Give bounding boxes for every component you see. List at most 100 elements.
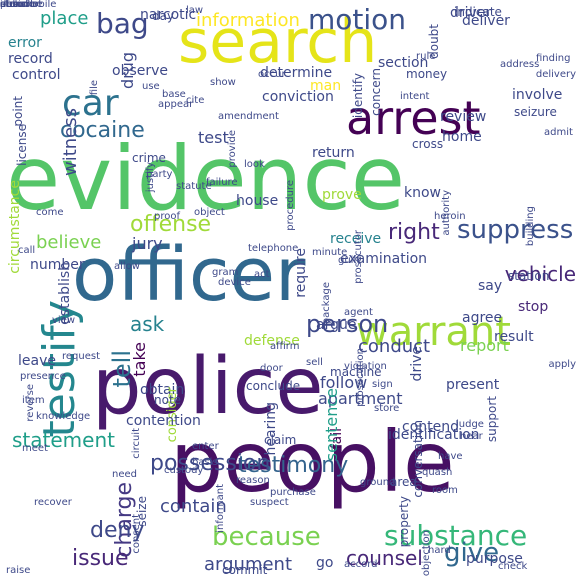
cloud-word: license [15, 124, 29, 166]
cloud-word: possession [150, 451, 271, 476]
cloud-word: note [154, 393, 182, 407]
cloud-word: leave [18, 353, 56, 369]
cloud-word: number [30, 257, 85, 273]
cloud-word: base [162, 89, 186, 100]
cloud-word: party [146, 169, 173, 180]
cloud-word: issue [72, 546, 129, 571]
cloud-word: purchase [270, 487, 316, 498]
cloud-word: stand [0, 0, 28, 10]
cloud-word: follow [320, 373, 368, 392]
cloud-word: search [178, 7, 378, 77]
cloud-word: point [11, 96, 25, 127]
cloud-word: information [196, 10, 300, 31]
cloud-word: act [254, 269, 270, 280]
cloud-word: rule [416, 51, 436, 62]
cloud-word: identify [351, 73, 365, 119]
cloud-word: control [12, 67, 61, 83]
cloud-word: warrant [356, 309, 511, 355]
cloud-word: reason [236, 475, 270, 486]
cloud-word: amendment [218, 111, 279, 122]
cloud-word: proof [154, 211, 180, 222]
cloud-word: commit [222, 563, 268, 576]
cloud-word: right [388, 220, 440, 245]
cloud-word: show [210, 77, 236, 88]
cloud-word: admit [544, 127, 573, 138]
cloud-word: statement [12, 428, 115, 452]
cloud-word: bag [96, 7, 149, 40]
cloud-word: take [130, 342, 149, 377]
cloud-word: procedure [285, 180, 296, 231]
cloud-word: seizure [514, 105, 557, 119]
cloud-word: error [8, 35, 42, 51]
cloud-word: determine [260, 65, 333, 81]
cloud-word: involve [512, 87, 563, 103]
cloud-word: witness [60, 108, 81, 177]
cloud-word: accord [344, 559, 378, 570]
cloud-word: law [186, 5, 204, 16]
cloud-word: indicate [454, 5, 502, 19]
cloud-word: place [40, 8, 89, 29]
cloud-word: room [432, 485, 458, 496]
cloud-word: minute [312, 247, 348, 258]
cloud-word: examination [340, 251, 428, 267]
cloud-word: knowledge [36, 411, 91, 422]
cloud-word: machine [330, 365, 382, 379]
cloud-word: drive [409, 346, 425, 382]
cloud-word: decision [0, 0, 42, 10]
cloud-word: err [0, 0, 15, 10]
cloud-word: police [92, 342, 324, 432]
cloud-word: house [236, 193, 279, 209]
cloud-word: automobile [0, 0, 57, 10]
cloud-word: consent [131, 514, 142, 554]
cloud-word: custody [164, 465, 204, 476]
cloud-word: cross [412, 137, 444, 151]
cloud-word: conviction [262, 89, 334, 105]
cloud-word: contention [126, 413, 201, 429]
cloud-word: car [62, 83, 119, 124]
cloud-word: apartment [318, 389, 403, 408]
cloud-word: look [244, 159, 265, 170]
cloud-word: station [508, 269, 550, 283]
cloud-word: apply [548, 359, 576, 370]
cloud-word: testimony [238, 453, 349, 478]
cloud-word: failure [206, 177, 238, 188]
cloud-word: defense [244, 333, 300, 349]
cloud-word: occur [258, 69, 286, 80]
cloud-word: receive [330, 231, 382, 247]
cloud-word: conversation [411, 420, 425, 498]
cloud-word: prosecution [355, 348, 366, 407]
cloud-word: require [293, 248, 309, 298]
cloud-word: offense [130, 212, 212, 237]
cloud-word: violation [344, 361, 387, 372]
cloud-word: describe [0, 0, 43, 10]
cloud-word: contain [160, 496, 227, 517]
cloud-word: review [440, 109, 487, 125]
cloud-word: sign [372, 379, 393, 390]
cloud-word: crime [132, 151, 166, 165]
cloud-word: vehicle [504, 262, 576, 286]
cloud-word: present [446, 377, 500, 393]
cloud-word: affirm [270, 341, 300, 352]
cloud-word: contend [402, 419, 459, 435]
cloud-word: circumstance [7, 180, 23, 274]
cloud-word: ch [0, 0, 12, 10]
cloud-word: claim [264, 433, 297, 447]
cloud-word: believe [36, 232, 102, 253]
cloud-word: ofn [0, 0, 16, 10]
cloud-word: conclude [246, 379, 301, 393]
cloud-word: man [310, 78, 342, 94]
cloud-word: ground [360, 477, 396, 488]
cloud-word: request [62, 351, 101, 362]
cloud-word: people [170, 413, 455, 511]
cloud-word: package [321, 282, 332, 325]
cloud-word: property [397, 496, 411, 548]
cloud-word: door [260, 363, 283, 374]
cloud-word: observe [112, 63, 169, 79]
cloud-word: result [494, 329, 534, 345]
cloud-word: view [52, 315, 76, 326]
cloud-word: identification [388, 427, 480, 443]
cloud-word: have [438, 451, 463, 462]
cloud-word: argue [316, 317, 357, 333]
cloud-word: day [152, 9, 175, 23]
cloud-word: cocaine [60, 118, 145, 143]
